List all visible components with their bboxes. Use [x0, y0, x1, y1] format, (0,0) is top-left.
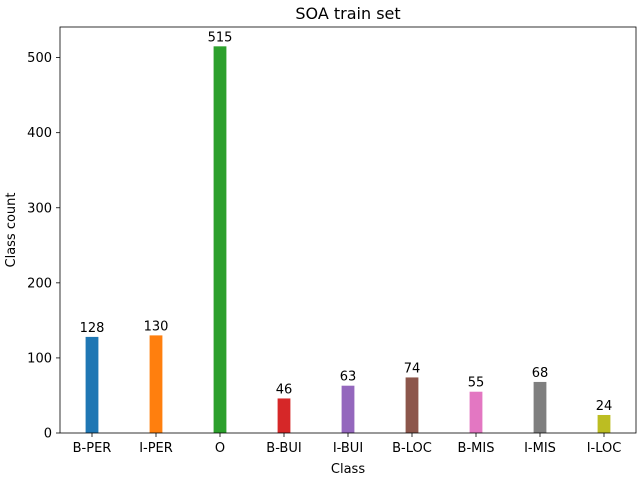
bar-b-bui	[277, 398, 291, 433]
bar-i-loc	[597, 414, 611, 433]
data-label: 515	[208, 30, 233, 45]
x-tick-label: I-MIS	[524, 441, 556, 456]
x-tick-label: O	[215, 441, 225, 456]
y-tick-label: 0	[44, 427, 52, 442]
bar-i-per	[149, 335, 163, 433]
data-label: 130	[144, 319, 169, 334]
x-axis-label: Class	[331, 462, 365, 477]
y-tick-label: 500	[27, 51, 52, 66]
bar-i-mis	[533, 381, 547, 433]
bar-b-mis	[469, 391, 483, 433]
data-label: 128	[80, 321, 105, 336]
axes-frame	[59, 26, 637, 434]
x-tick-label: B-BUI	[266, 441, 301, 456]
data-label: 24	[596, 399, 613, 414]
x-tick-label: I-BUI	[333, 441, 363, 456]
x-tick-label: B-LOC	[392, 441, 432, 456]
y-axis-label: Class count	[4, 192, 19, 267]
data-label: 46	[276, 382, 293, 397]
bar-o	[213, 46, 227, 433]
bar-b-per	[85, 336, 99, 433]
x-tick-label: I-PER	[139, 441, 173, 456]
data-label: 63	[340, 370, 357, 385]
bar-b-loc	[405, 377, 419, 433]
y-tick-label: 100	[27, 351, 52, 366]
chart-title: SOA train set	[295, 4, 400, 23]
y-tick-label: 200	[27, 276, 52, 291]
x-tick-label: B-MIS	[458, 441, 495, 456]
x-tick-label: I-LOC	[587, 441, 622, 456]
y-tick-label: 300	[27, 201, 52, 216]
plot-area: 128 B-PER 130 I-PER 515 O 46 B-BUI 63 I-BUI 74 B-LO…	[27, 26, 637, 456]
x-tick-label: B-PER	[73, 441, 112, 456]
bar-i-bui	[341, 385, 355, 433]
y-tick-label: 400	[27, 126, 52, 141]
data-label: 74	[404, 361, 421, 376]
data-label: 68	[532, 366, 549, 381]
data-label: 55	[468, 376, 485, 391]
